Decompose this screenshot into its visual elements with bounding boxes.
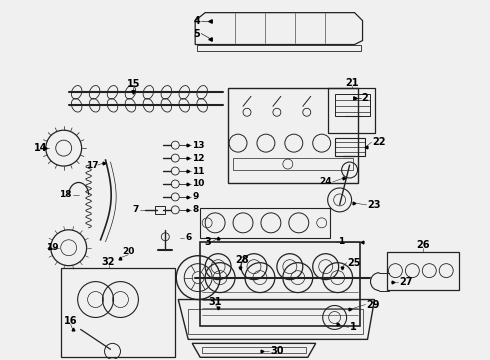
Text: 18: 18 [59,190,72,199]
Text: 28: 28 [235,255,249,265]
Text: 3: 3 [205,237,212,247]
Text: 1: 1 [349,323,356,332]
Text: 9: 9 [192,193,198,202]
Text: 19: 19 [47,243,59,252]
Text: 14: 14 [34,143,48,153]
Text: 17: 17 [86,161,99,170]
Bar [200,242,360,327]
Text: 21: 21 [345,78,358,88]
Text: 2: 2 [362,93,368,103]
Bar [197,45,361,51]
Bar [233,158,353,170]
Text: 10: 10 [192,180,205,189]
Text: 12: 12 [192,154,205,163]
Text: 32: 32 [102,257,115,267]
Text: 22: 22 [372,137,386,147]
Text: 20: 20 [122,247,135,256]
Bar [61,268,175,357]
Text: 13: 13 [192,141,205,150]
Text: 11: 11 [192,167,205,176]
Text: 1: 1 [338,237,344,246]
Bar [328,88,375,133]
Text: 16: 16 [64,316,77,327]
Text: 26: 26 [416,240,430,250]
Text: 6: 6 [185,233,192,242]
Text: 7: 7 [132,206,139,215]
Text: 29: 29 [367,300,380,310]
Text: 25: 25 [347,258,361,268]
Text: 4: 4 [194,15,200,26]
Bar [188,310,363,334]
Bar [388,252,459,289]
Text: 5: 5 [194,28,200,39]
Bar [335,138,365,156]
Bar [202,347,306,353]
Bar [155,206,165,214]
Text: 31: 31 [208,297,222,306]
Text: 15: 15 [127,79,140,89]
Bar [335,94,369,116]
Bar [228,88,358,183]
Text: 8: 8 [192,206,198,215]
Text: 30: 30 [270,346,283,356]
Text: 24: 24 [319,177,332,186]
Bar [200,208,330,238]
Text: 27: 27 [399,276,413,287]
Text: 23: 23 [368,200,381,210]
